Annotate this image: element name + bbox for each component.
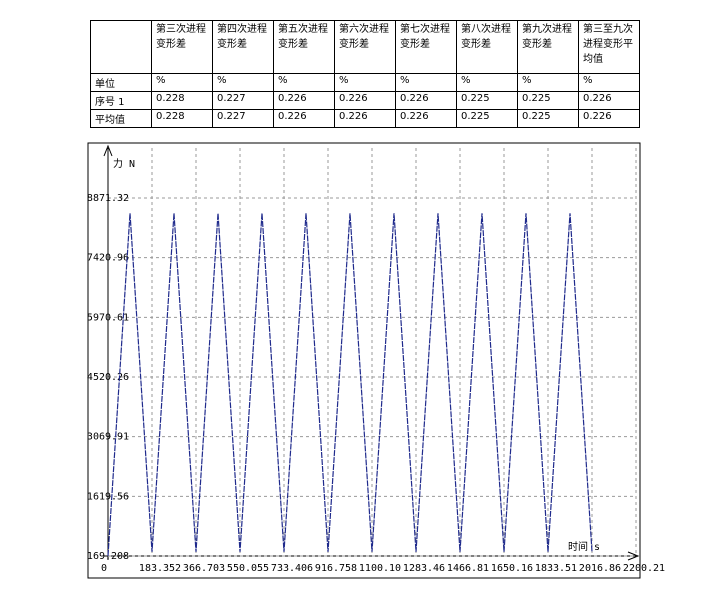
x-tick-label: 916.758 [315, 563, 357, 574]
data-line [107, 213, 593, 557]
table-row: 平均值 0.228 0.227 0.226 0.226 0.226 0.225 0.225 0.… [90, 109, 640, 128]
header-cell: 第九次进程变形差 [517, 20, 579, 74]
x-axis-label: 时间 s [568, 540, 600, 553]
table-cell: 0.225 [456, 109, 518, 128]
table-cell: 平均值 [90, 109, 152, 128]
x-tick-label: 1833.51 [535, 563, 577, 574]
x-tick-label: 1100.10 [359, 563, 401, 574]
table-row: 序号 1 0.228 0.227 0.226 0.226 0.226 0.225 0.225 0… [90, 91, 640, 110]
x-tick-label: 1466.81 [447, 563, 489, 574]
table-row: 单位%%%%%%%% [90, 73, 640, 92]
y-tick-label: 169.208 [87, 551, 129, 562]
y-tick-label: 8871.32 [87, 193, 129, 204]
header-row: 第三次进程变形差 第四次进程变形差 第五次进程变形差 第六次进程变形差 第七次进程变形差… [90, 20, 640, 74]
table-cell: 0.226 [578, 109, 640, 128]
y-arrow [103, 144, 113, 157]
y-tick-label: 4520.26 [87, 372, 129, 383]
y-tick-label: 5970.61 [87, 312, 129, 323]
x-tick-label: 733.406 [271, 563, 313, 574]
table-cell: 0.226 [395, 109, 457, 128]
table-cell: 0.225 [517, 109, 579, 128]
header-cell: 第七次进程变形差 [395, 20, 457, 74]
y-tick-label: 3069.91 [87, 432, 129, 443]
x-tick-label: 2200.21 [623, 563, 665, 574]
chart-frame [87, 142, 641, 579]
x-tick-label: 550.055 [227, 563, 269, 574]
y-tick-label: 7420.96 [87, 253, 129, 264]
x-tick-label: 1650.16 [491, 563, 533, 574]
x-arrow [627, 551, 640, 561]
y-axis-label: 力 N [113, 157, 135, 170]
header-cell: 第三至九次进程变形平均值 [578, 20, 640, 74]
x-tick-label: 2016.86 [579, 563, 621, 574]
y-tick-label: 1619.56 [87, 491, 129, 502]
x-tick-label: 183.352 [139, 563, 181, 574]
x-tick-label: 366.703 [183, 563, 225, 574]
x-tick-label: 1283.46 [403, 563, 445, 574]
header-cell [90, 20, 152, 74]
result-table: 第三次进程变形差 第四次进程变形差 第五次进程变形差 第六次进程变形差 第七次进程变形差… [90, 20, 640, 128]
x-tick-label: 0 [101, 563, 107, 574]
